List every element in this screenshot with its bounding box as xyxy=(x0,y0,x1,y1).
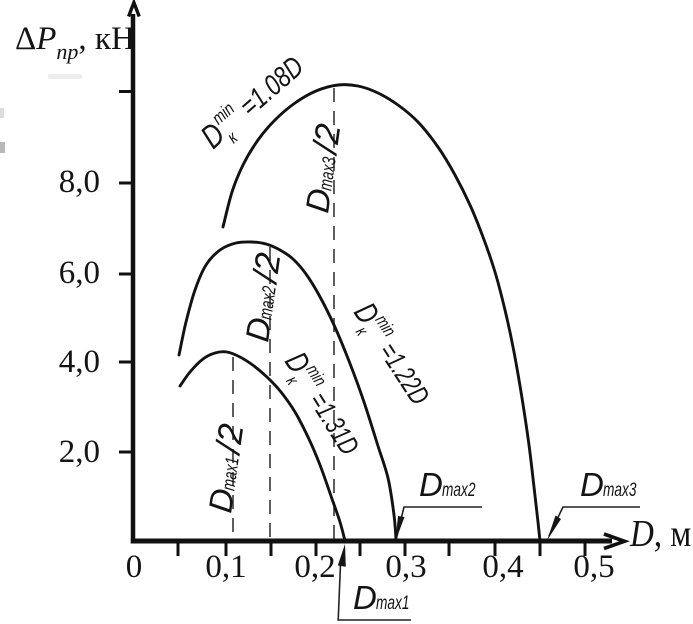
svg-text:0,2: 0,2 xyxy=(294,549,335,585)
svg-text:max2: max2 xyxy=(254,285,280,321)
svg-text:2,0: 2,0 xyxy=(59,434,100,470)
svg-text:max3: max3 xyxy=(603,479,637,501)
svg-text:0,1: 0,1 xyxy=(205,549,246,585)
svg-text:0: 0 xyxy=(126,549,143,585)
svg-text:max2: max2 xyxy=(442,479,475,501)
svg-text:ΔPпр, кН: ΔPпр, кН xyxy=(15,21,135,64)
svg-text:/2: /2 xyxy=(305,121,348,157)
svg-text:4,0: 4,0 xyxy=(59,344,100,380)
svg-text:D: D xyxy=(238,315,278,344)
svg-text:D, м: D, м xyxy=(629,512,691,555)
svg-text:=1.22D: =1.22D xyxy=(372,337,434,410)
svg-text:D: D xyxy=(353,579,377,616)
svg-text:6,0: 6,0 xyxy=(59,255,100,291)
svg-text:8,0: 8,0 xyxy=(59,164,100,200)
svg-text:=1.31D: =1.31D xyxy=(303,387,365,460)
svg-text:/2: /2 xyxy=(208,421,251,457)
svg-text:D: D xyxy=(298,186,338,215)
svg-text:max1: max1 xyxy=(217,456,243,492)
svg-text:max3: max3 xyxy=(314,155,340,192)
svg-text:D: D xyxy=(419,466,443,503)
svg-text:=1.08D: =1.08D xyxy=(233,49,310,123)
svg-text:0,5: 0,5 xyxy=(573,549,614,585)
svg-text:0,4: 0,4 xyxy=(482,549,523,585)
svg-text:/2: /2 xyxy=(245,250,288,286)
svg-text:D: D xyxy=(580,466,604,503)
svg-text:max1: max1 xyxy=(376,592,409,614)
svg-text:0,3: 0,3 xyxy=(385,549,426,585)
svg-text:D: D xyxy=(201,486,241,515)
